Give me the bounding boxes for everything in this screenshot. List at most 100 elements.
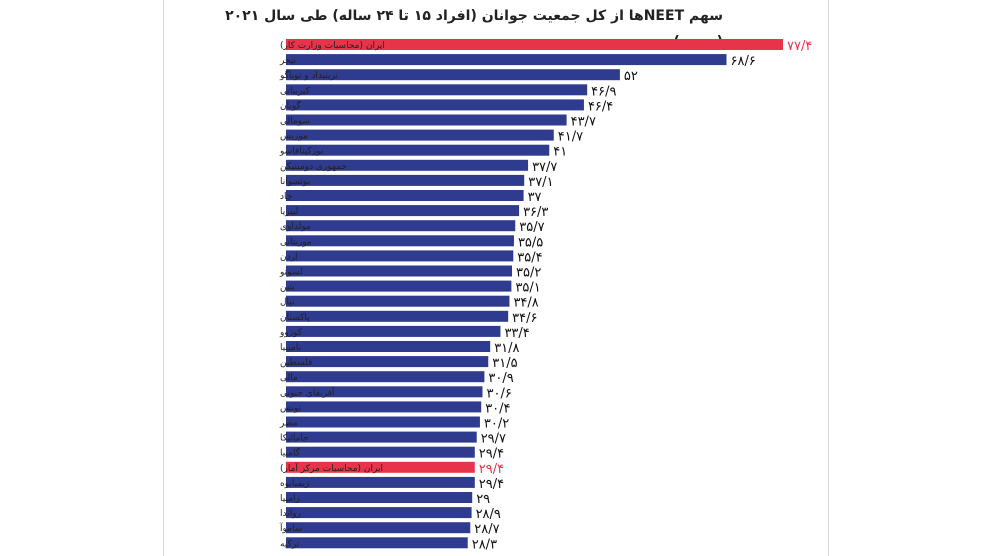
bar <box>286 114 567 126</box>
category-label: کیریباتی <box>280 86 311 96</box>
value-label: ۲۸/۷ <box>474 522 499 537</box>
bar <box>286 371 485 383</box>
bar <box>286 84 588 96</box>
value-label: ۴۳/۷ <box>571 115 596 130</box>
bar <box>286 190 524 201</box>
bar <box>286 446 475 458</box>
bar <box>286 69 620 81</box>
bar <box>286 144 550 156</box>
category-label: نیجر <box>279 56 296 66</box>
value-label: ۴۱/۷ <box>558 130 583 145</box>
bar <box>286 174 525 186</box>
value-label: ۳۷/۷ <box>532 160 557 175</box>
category-label: گویان <box>280 99 302 111</box>
value-label: ۷۷/۴ <box>787 39 812 54</box>
category-label: زیمبابوه <box>280 479 309 489</box>
value-label: ۳۰/۶ <box>486 386 511 401</box>
category-label: اردن <box>280 252 297 262</box>
bar <box>286 235 514 247</box>
category-label: موریتانی <box>280 237 312 247</box>
value-label: ۳۷ <box>528 190 542 205</box>
value-label: ۲۹ <box>476 492 490 507</box>
value-label: ۳۵/۵ <box>518 235 543 250</box>
category-label: بورکینافاسو <box>279 147 323 157</box>
bar <box>286 250 514 262</box>
bar <box>286 159 529 171</box>
value-label: ۳۵/۲ <box>516 266 541 281</box>
value-label: ۳۱/۸ <box>494 341 519 356</box>
value-label: ۳۷/۱ <box>528 175 553 190</box>
category-label: مالی <box>280 373 298 383</box>
category-label: موریس <box>280 132 308 142</box>
bar <box>286 129 554 141</box>
bar <box>286 295 510 307</box>
category-label: ایران (محاسبات وزارت کار) <box>280 41 385 51</box>
category-label: سومالی <box>280 117 310 127</box>
chart-title: سهم NEETها از کل جمعیت جوانان (افراد ۱۵ … <box>225 8 723 50</box>
value-label: ۴۱ <box>553 145 567 160</box>
category-label: چاد <box>280 192 292 202</box>
value-label: ۲۹/۷ <box>481 432 506 447</box>
bar <box>286 492 473 503</box>
bar <box>286 310 509 322</box>
category-label: زامبیا <box>280 494 300 504</box>
category-label: بوتسوانا <box>280 177 310 187</box>
bar <box>286 205 520 217</box>
value-label: ۳۵/۱ <box>515 281 540 296</box>
category-label: رواندا <box>280 509 301 519</box>
bar <box>286 99 584 111</box>
value-label: ۲۹/۴ <box>479 477 504 492</box>
value-label: ۴۶/۹ <box>591 84 616 99</box>
value-label: ۲۸/۹ <box>476 507 501 522</box>
value-label: ۳۵/۴ <box>517 250 542 265</box>
category-label: بنین <box>280 283 295 293</box>
bar <box>286 280 512 292</box>
bar <box>286 476 475 488</box>
category-label: مصر <box>279 419 298 429</box>
category-label: ترینیداد و توباگو <box>279 69 339 81</box>
value-label: ۳۳/۴ <box>504 326 529 341</box>
value-label: ۴۶/۴ <box>588 99 613 114</box>
category-label: آفریقای جنوبی <box>280 386 335 398</box>
bar <box>286 416 480 428</box>
bar <box>286 386 483 398</box>
category-label: فلسطین <box>280 358 312 368</box>
bar <box>286 325 501 337</box>
category-label: ایران (محاسبات مرکز آمار) <box>280 462 383 474</box>
category-label: جامائیکا <box>280 434 309 444</box>
category-label: گامبیا <box>280 447 301 459</box>
value-label: ۲۹/۴ <box>479 447 504 462</box>
value-label: ۳۴/۸ <box>513 296 538 311</box>
bar <box>286 522 471 534</box>
value-label: ۳۵/۷ <box>519 220 544 235</box>
category-label: نپال <box>280 298 295 308</box>
value-label: ۳۴/۶ <box>512 311 537 326</box>
value-label: ۳۰/۴ <box>485 401 510 416</box>
bar <box>286 341 491 352</box>
value-label: ۳۶/۳ <box>523 205 548 220</box>
category-label: ساموآ <box>279 522 302 534</box>
value-label: ۲۹/۴ <box>479 462 504 477</box>
bar <box>286 220 516 232</box>
category-label: تونس <box>280 403 302 413</box>
bar-highlight <box>286 461 475 473</box>
category-label: پاکستان <box>280 313 310 323</box>
bar <box>286 356 489 368</box>
bar-highlight <box>286 39 783 50</box>
value-label: ۶۸/۶ <box>730 54 755 69</box>
value-label: ۳۱/۵ <box>492 356 517 371</box>
bar <box>286 54 727 66</box>
value-label: ۳۰/۹ <box>488 371 513 386</box>
category-label: مولداوی <box>280 222 311 232</box>
category-label: لیبریا <box>280 207 298 217</box>
category-label: جمهوری دومینیکن <box>280 162 347 172</box>
category-label: کوزوو <box>279 328 303 338</box>
bar <box>286 401 482 413</box>
bar <box>286 431 477 443</box>
category-label: ترکیه <box>280 539 300 549</box>
bar <box>286 507 472 519</box>
category-label: لسوتو <box>279 268 303 278</box>
value-label: ۵۲ <box>624 69 638 84</box>
